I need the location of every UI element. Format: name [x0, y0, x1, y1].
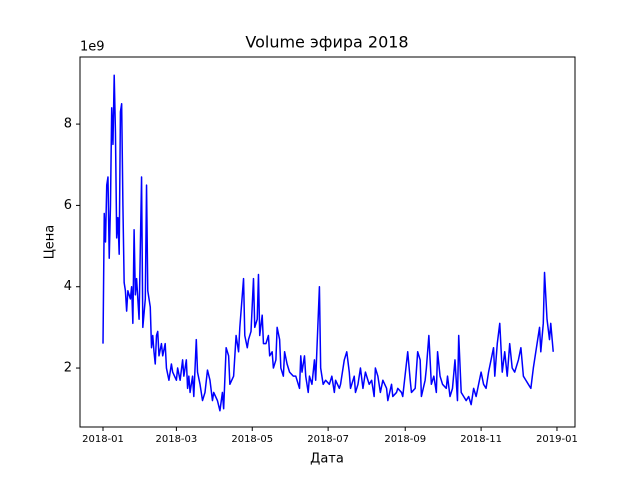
chart-title: Volume эфира 2018 [245, 33, 408, 52]
y-offset-label: 1e9 [80, 40, 105, 55]
x-tick-label: 2018-09 [384, 434, 426, 445]
x-tick-label: 2018-01 [82, 434, 124, 445]
y-axis-label: Цена [43, 225, 58, 260]
axes-frame [79, 56, 576, 428]
y-tick-label: 2 [64, 361, 72, 376]
x-axis-label: Дата [310, 452, 344, 467]
y-tick-label: 4 [64, 279, 72, 294]
data-line [102, 74, 554, 412]
x-tick-label: 2018-11 [460, 434, 502, 445]
x-tick-label: 2018-07 [307, 434, 349, 445]
x-tick-label: 2019-01 [536, 434, 578, 445]
y-tick-label: 8 [64, 117, 72, 132]
x-tick-label: 2018-05 [231, 434, 273, 445]
x-tick-label: 2018-03 [155, 434, 197, 445]
plot-area [102, 74, 554, 412]
y-tick-label: 6 [64, 198, 72, 213]
